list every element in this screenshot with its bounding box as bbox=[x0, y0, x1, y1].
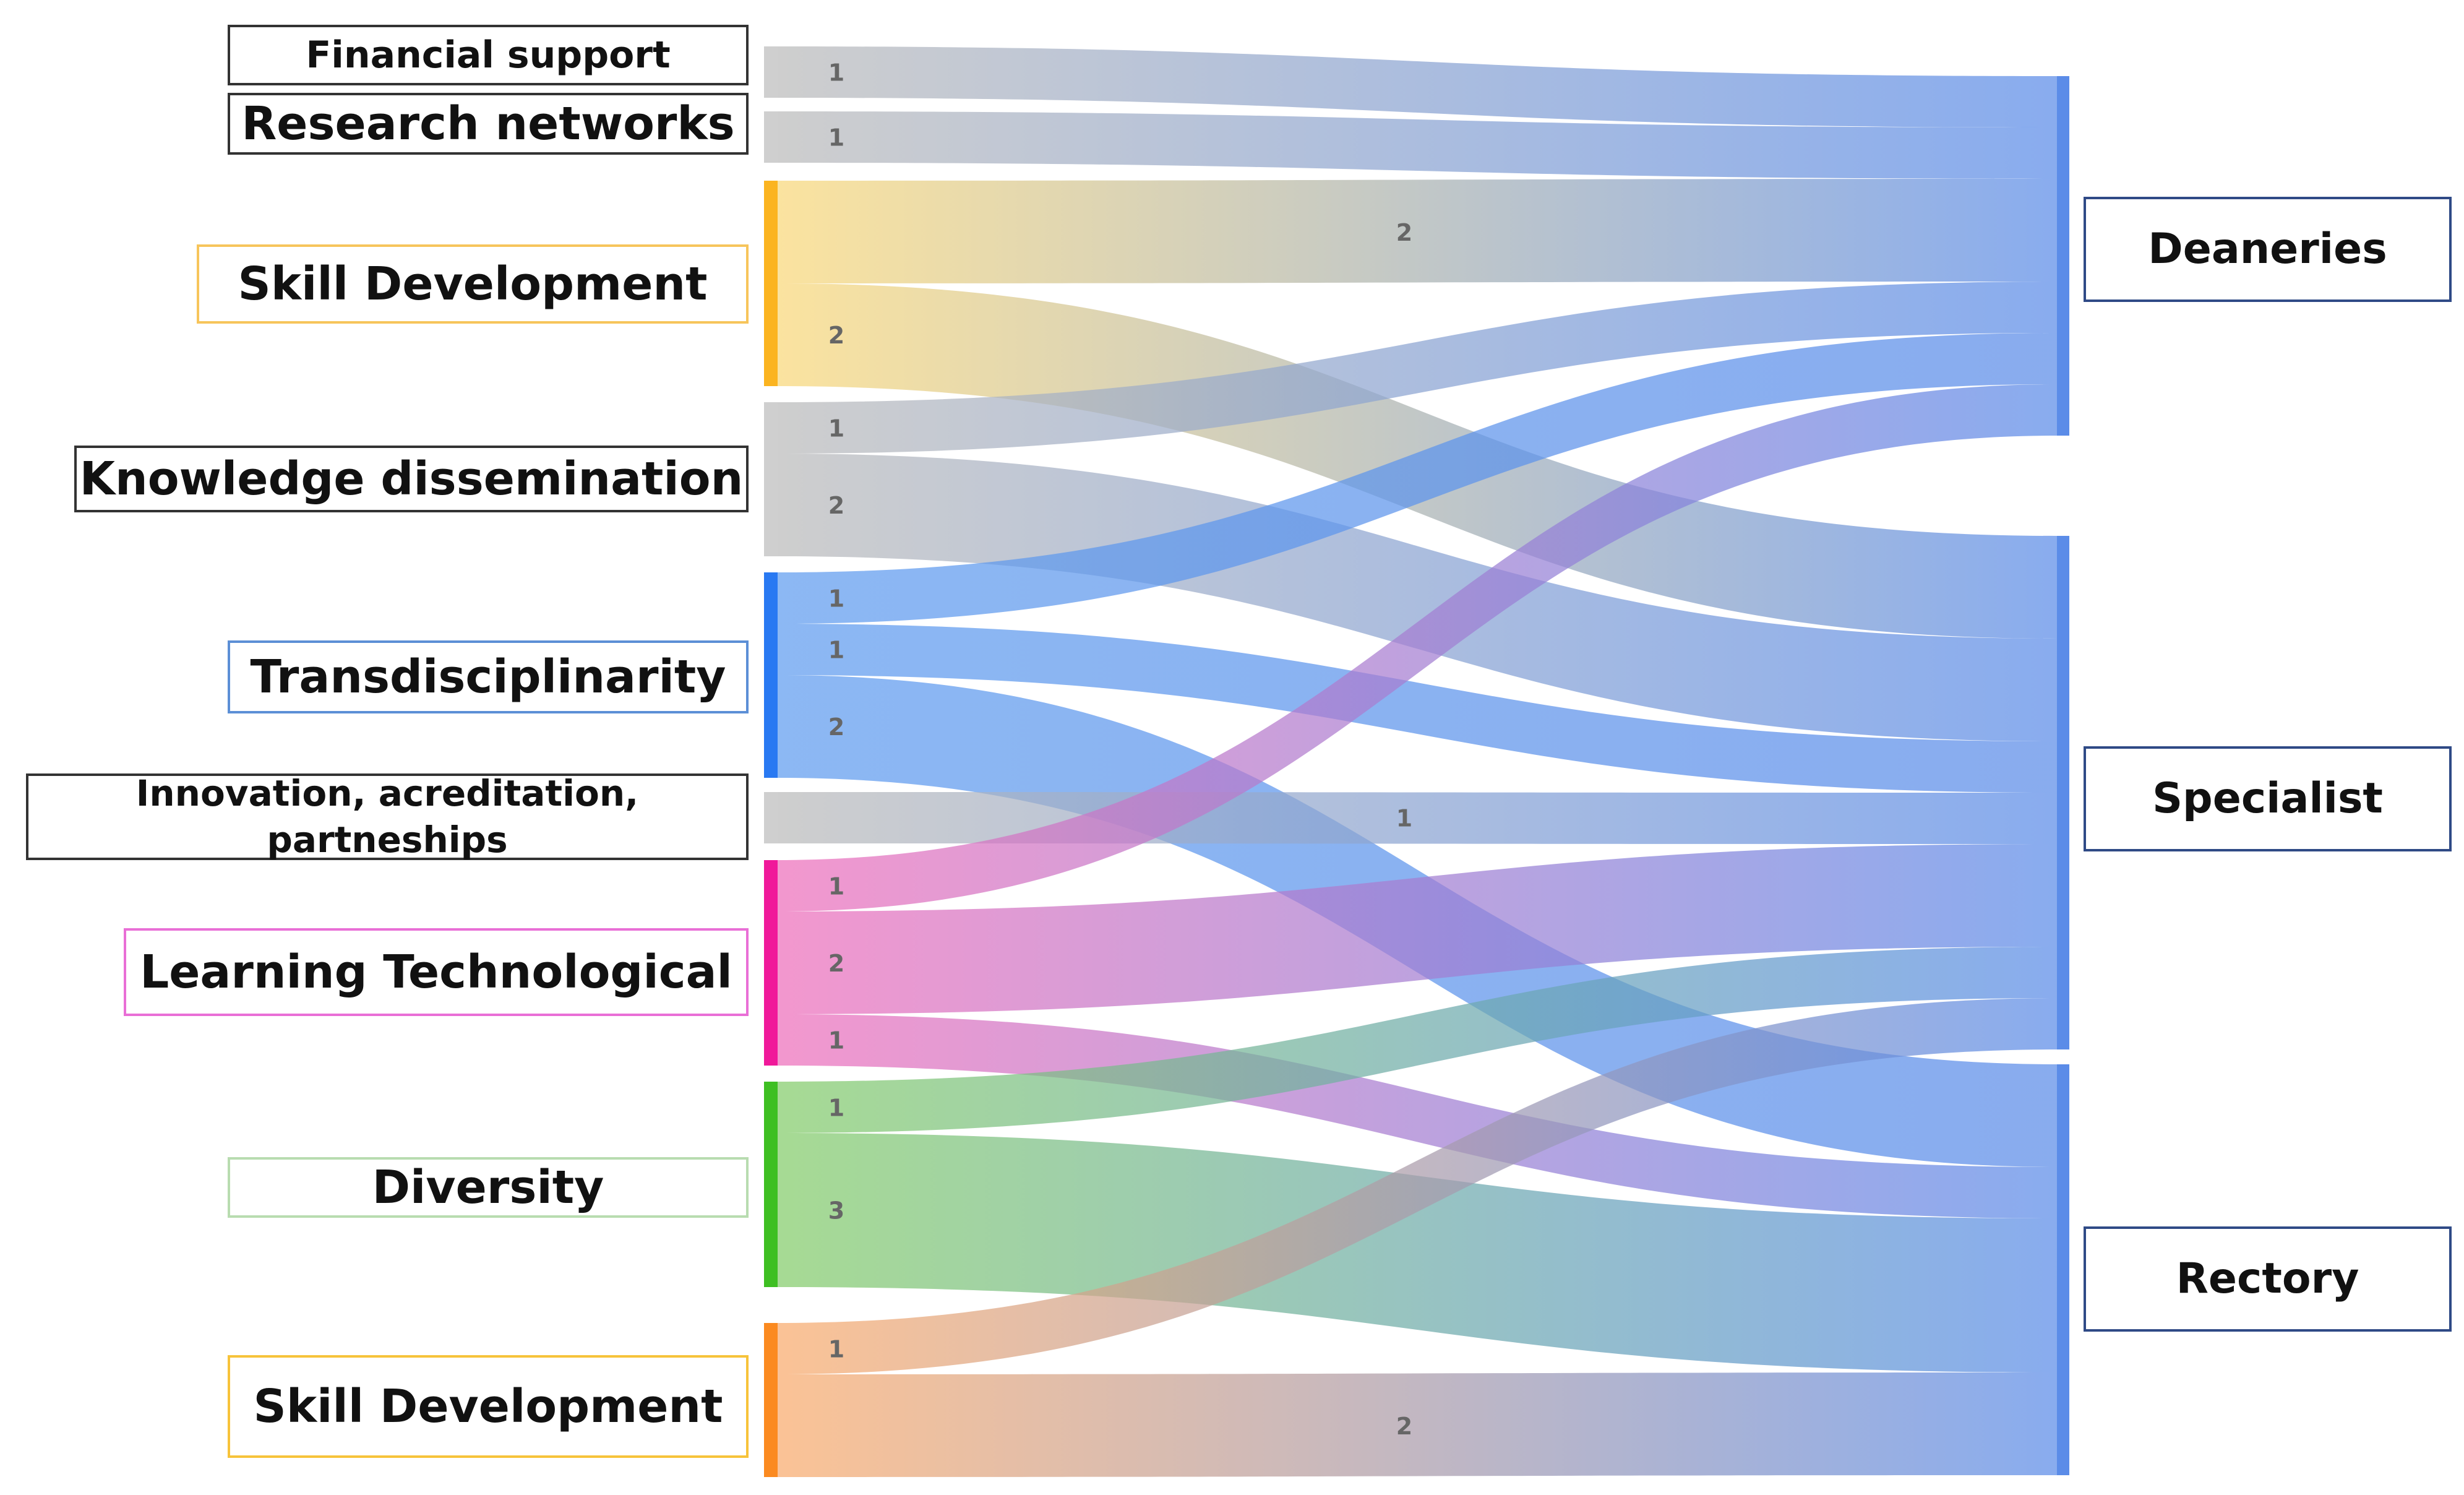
flow-value-s1-t0: 1 bbox=[828, 124, 844, 152]
flows-layer bbox=[778, 46, 2057, 1477]
flow-value-s6-t2: 1 bbox=[828, 1027, 844, 1054]
flow-s7-t2 bbox=[778, 1133, 2057, 1372]
flow-s8-t1 bbox=[778, 998, 2057, 1374]
flow-s4-t1 bbox=[778, 624, 2057, 793]
source-bar-s3 bbox=[764, 402, 778, 556]
source-label-skill-development-top: Skill Development bbox=[197, 244, 749, 324]
source-label-transdisciplinarity: Transdisciplinarity bbox=[228, 640, 749, 713]
source-label-learning-technological: Learning Technological bbox=[124, 928, 749, 1016]
flow-value-s5-t1: 1 bbox=[1396, 805, 1412, 832]
flow-s3-t1 bbox=[778, 454, 2057, 741]
source-label-knowledge-dissemination: Knowledge dissemination bbox=[74, 446, 749, 512]
flow-value-s8-t1: 1 bbox=[828, 1336, 844, 1363]
target-label-deaneries: Deaneries bbox=[2084, 197, 2452, 302]
flow-s4-t0 bbox=[778, 333, 2057, 624]
flow-value-s4-t1: 1 bbox=[828, 637, 844, 664]
target-bar-t2 bbox=[2057, 1064, 2069, 1475]
node-bars-layer bbox=[764, 46, 2069, 1477]
target-bar-t0 bbox=[2057, 76, 2069, 436]
source-bar-s5 bbox=[764, 792, 778, 843]
target-label-specialist: Specialist bbox=[2084, 746, 2452, 851]
source-bar-s0 bbox=[764, 46, 778, 98]
source-bar-s1 bbox=[764, 111, 778, 163]
flow-values-layer: 1 1 2 2 1 2 1 1 2 1 1 2 1 1 3 1 2 bbox=[828, 59, 1412, 1441]
flow-s1-t0 bbox=[778, 111, 2057, 179]
flow-value-s0-t0: 1 bbox=[828, 59, 844, 87]
source-bar-s2 bbox=[764, 181, 778, 386]
flow-value-s6-t1: 2 bbox=[828, 950, 844, 977]
source-label-skill-development-bottom: Skill Development bbox=[228, 1355, 749, 1458]
flow-s6-t1 bbox=[778, 844, 2057, 1014]
flow-s2-t0 bbox=[778, 179, 2057, 283]
flow-value-s7-t2: 3 bbox=[828, 1197, 844, 1225]
target-label-rectory: Rectory bbox=[2084, 1226, 2452, 1332]
flow-value-s4-t2: 2 bbox=[828, 713, 844, 741]
flow-value-s3-t1: 2 bbox=[828, 492, 844, 519]
flow-value-s8-t2: 2 bbox=[1396, 1413, 1412, 1440]
source-label-diversity: Diversity bbox=[228, 1157, 749, 1218]
source-label-innovation: Innovation, acreditation, partneships bbox=[26, 772, 749, 861]
flow-value-s2-t0: 2 bbox=[1396, 219, 1412, 246]
flow-value-s2-t1: 2 bbox=[828, 322, 844, 349]
flow-s6-t0 bbox=[778, 384, 2057, 911]
source-bar-s6 bbox=[764, 860, 778, 1066]
flow-s7-t1 bbox=[778, 947, 2057, 1133]
target-bar-t1 bbox=[2057, 536, 2069, 1049]
flow-value-s4-t0: 1 bbox=[828, 585, 844, 613]
flow-s8-t2 bbox=[778, 1372, 2057, 1477]
flow-s5-t1 bbox=[778, 792, 2057, 844]
source-bar-s8 bbox=[764, 1323, 778, 1477]
flow-value-s3-t0: 1 bbox=[828, 415, 844, 442]
flow-value-s7-t1: 1 bbox=[828, 1095, 844, 1122]
flow-s6-t2 bbox=[778, 1014, 2057, 1218]
source-bar-s7 bbox=[764, 1082, 778, 1287]
flow-s0-t0 bbox=[778, 46, 2057, 127]
source-bar-s4 bbox=[764, 572, 778, 778]
source-label-financial-support: Financial support bbox=[228, 25, 749, 85]
source-label-research-networks: Research networks bbox=[228, 93, 749, 155]
flow-s3-t0 bbox=[778, 282, 2057, 454]
flow-value-s6-t0: 1 bbox=[828, 873, 844, 900]
